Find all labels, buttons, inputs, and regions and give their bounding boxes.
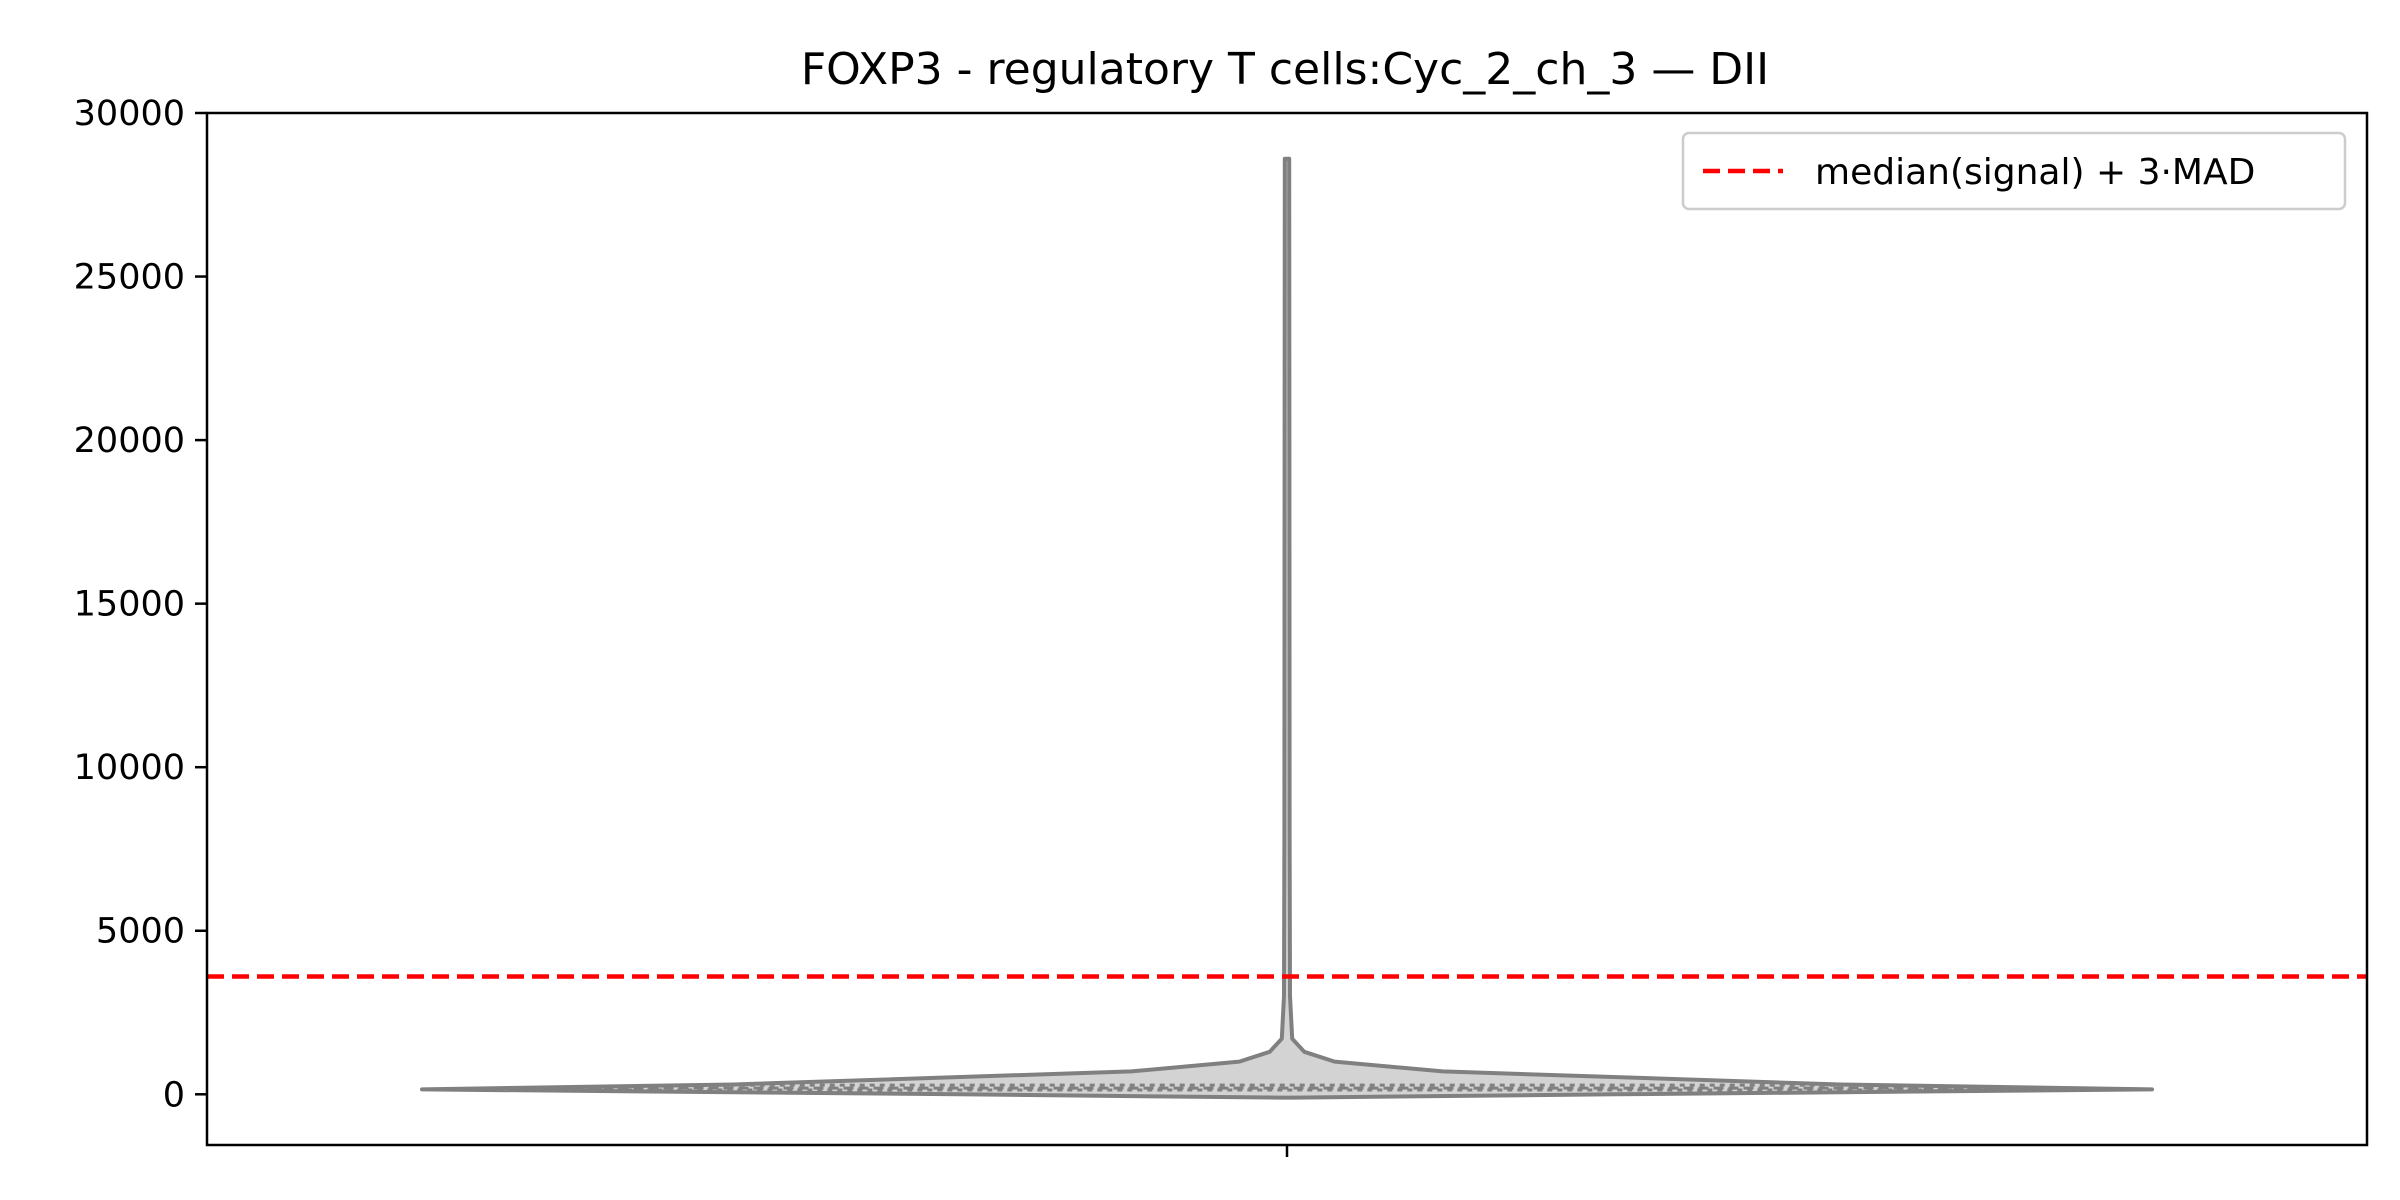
violin-body: [420, 156, 2154, 1100]
y-tick-label: 5000: [96, 912, 185, 952]
plot-area: [207, 156, 2367, 1100]
y-axis: 0 5000 10000 15000 20000 25000 30000: [74, 94, 207, 1115]
y-tick-label: 25000: [74, 258, 185, 298]
y-tick-label: 10000: [74, 748, 185, 788]
y-tick-label: 20000: [74, 421, 185, 461]
legend-label: median(signal) + 3·MAD: [1815, 152, 2255, 193]
legend: median(signal) + 3·MAD: [1681, 131, 2347, 211]
chart-title: FOXP3 - regulatory T cells:Cyc_2_ch_3 — …: [801, 44, 1769, 95]
y-tick-label: 15000: [74, 585, 185, 625]
legend-box: [1681, 131, 2347, 211]
y-tick-label: 0: [163, 1075, 185, 1115]
y-tick-label: 30000: [74, 94, 185, 134]
